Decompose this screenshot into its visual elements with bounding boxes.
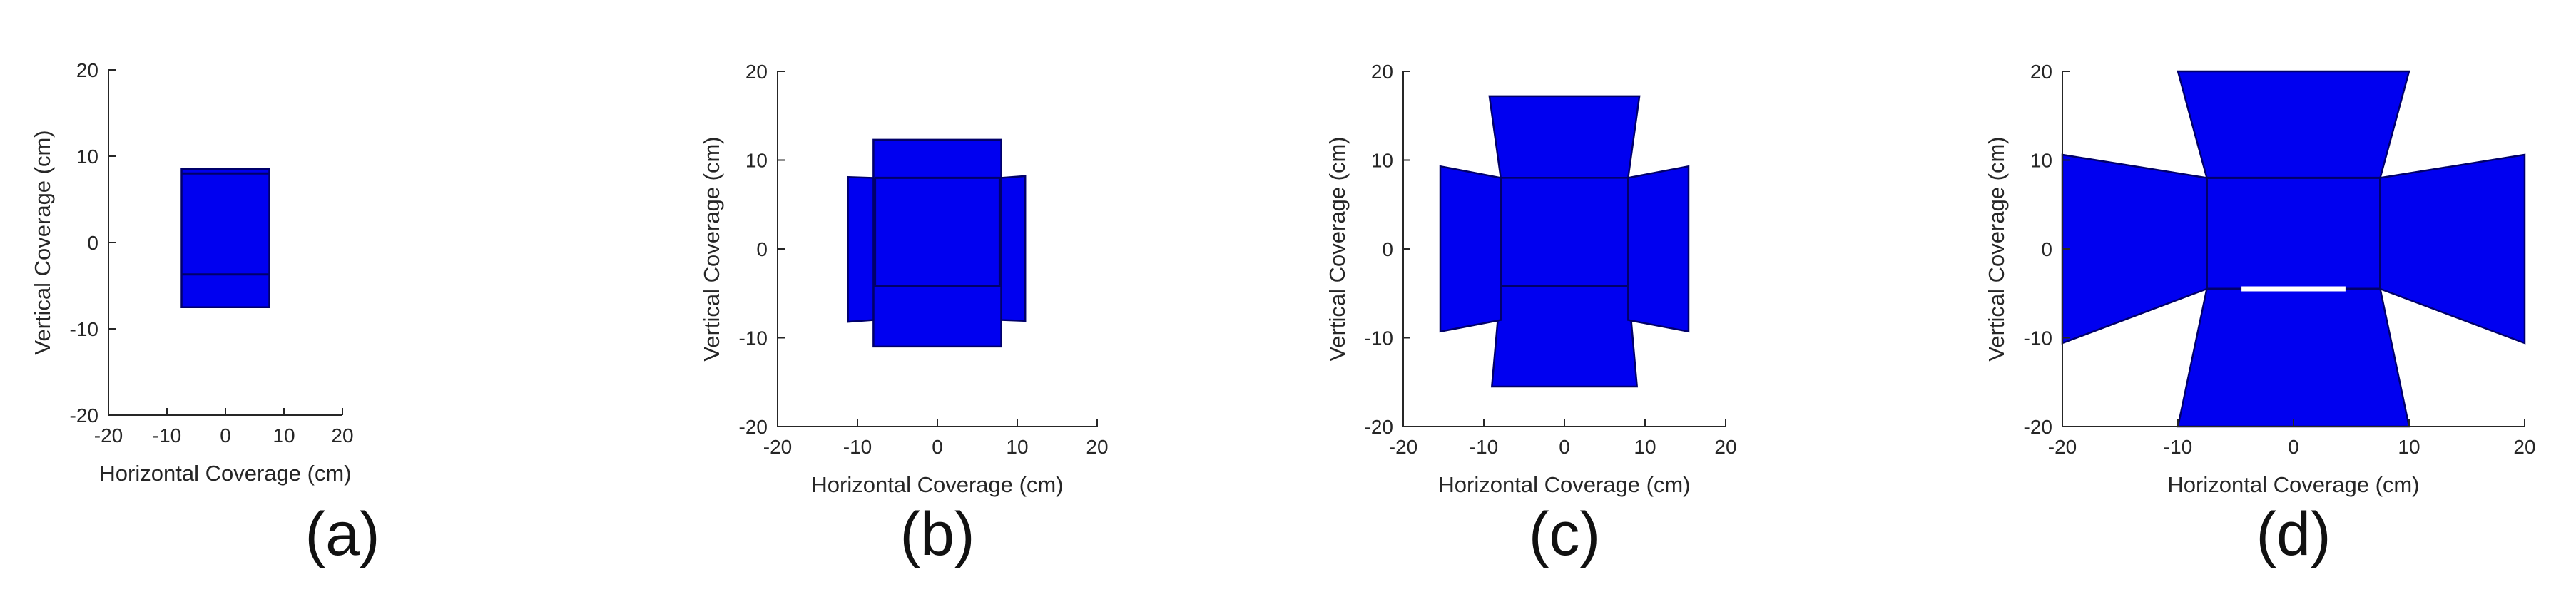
- panel-b: -20 -10 0 10 20 20 10 0 -10 -20 Horizontal Coverag…: [628, 0, 1270, 597]
- y-tick-label: -20: [1365, 416, 1393, 438]
- x-tick-label: 0: [2288, 436, 2299, 458]
- x-axis-label: Horizontal Coverage (cm): [1438, 472, 1690, 497]
- x-tick-label: 0: [932, 436, 943, 458]
- coverage-region-3: [1490, 285, 1639, 388]
- y-tick-label: -10: [2024, 327, 2052, 349]
- coverage-region-2: [1500, 177, 1629, 287]
- y-tick-label: 10: [76, 146, 98, 168]
- x-tick-label: -20: [763, 436, 792, 458]
- panel-caption-b: (b): [900, 500, 975, 568]
- y-tick-label: -20: [739, 416, 768, 438]
- coverage-region-1: [180, 168, 270, 309]
- coverage-region-4: [1439, 165, 1502, 333]
- x-axis-label: Horizontal Coverage (cm): [99, 461, 351, 486]
- y-tick-label: -10: [739, 327, 768, 349]
- x-tick-label: -20: [2048, 436, 2077, 458]
- y-tick-label: -10: [1365, 327, 1393, 349]
- y-axis-label: Vertical Coverage (cm): [1325, 136, 1350, 361]
- y-tick-label: 20: [76, 59, 98, 81]
- x-tick-label: 10: [1006, 436, 1028, 458]
- x-tick-label: 0: [1559, 436, 1570, 458]
- x-tick-label: 10: [273, 424, 295, 447]
- coverage-region-5: [2379, 153, 2526, 345]
- panel-a: -20 -10 0 10 20 20 10 0 -10 -20 Horizontal Coverag…: [0, 0, 628, 597]
- y-tick-label: -20: [70, 404, 98, 427]
- x-axis-label: Horizontal Coverage (cm): [2167, 472, 2419, 497]
- x-axis-label: Horizontal Coverage (cm): [811, 472, 1063, 497]
- x-tick-label: 20: [1714, 436, 1736, 458]
- x-tick-label: -10: [2164, 436, 2192, 458]
- coverage-edge-line-1: [2206, 176, 2381, 290]
- x-tick-label: 20: [2513, 436, 2535, 458]
- x-tick-label: -10: [843, 436, 872, 458]
- x-tick-label: 10: [2398, 436, 2420, 458]
- y-tick-label: -10: [70, 318, 98, 340]
- coverage-region-2: [847, 175, 875, 323]
- y-tick-label: 0: [87, 232, 98, 254]
- y-tick-label: -20: [2024, 416, 2052, 438]
- panel-d: -20 -10 0 10 20 20 10 0 -10 -20 Horizontal Coverag…: [1898, 0, 2576, 597]
- coverage-region-5: [1627, 165, 1690, 333]
- coverage-plot-b: -20 -10 0 10 20 20 10 0 -10 -20 Horizontal Coverag…: [699, 61, 1109, 497]
- y-tick-label: 0: [756, 238, 768, 260]
- x-tick-label: -20: [94, 424, 123, 447]
- x-tick-label: 0: [220, 424, 231, 447]
- panel-caption-a: (a): [305, 500, 380, 568]
- coverage-plot-d: -20 -10 0 10 20 20 10 0 -10 -20 Horizontal Coverag…: [1984, 61, 2536, 497]
- coverage-region-1: [2177, 70, 2410, 179]
- panel-caption-d: (d): [2256, 500, 2331, 568]
- coverage-region-1: [872, 138, 1002, 348]
- x-tick-label: -10: [1470, 436, 1498, 458]
- y-tick-label: 10: [2030, 150, 2052, 172]
- coverage-edge-line-1: [874, 176, 1001, 287]
- panel-caption-c: (c): [1528, 500, 1601, 568]
- x-tick-label: -10: [153, 424, 181, 447]
- panel-c: -20 -10 0 10 20 20 10 0 -10 -20 Horizontal Coverag…: [1270, 0, 1898, 597]
- coverage-region-3: [1000, 175, 1027, 322]
- y-axis-label: Vertical Coverage (cm): [1984, 136, 2009, 361]
- y-tick-label: 20: [2030, 61, 2052, 83]
- y-axis-label: Vertical Coverage (cm): [30, 130, 55, 354]
- coverage-region-1: [1488, 95, 1641, 179]
- y-tick-label: 20: [745, 61, 768, 83]
- y-tick-label: 10: [745, 150, 768, 172]
- x-tick-label: -20: [1389, 436, 1417, 458]
- coverage-region-4: [2061, 153, 2208, 345]
- coverage-region-2: [2206, 177, 2381, 290]
- coverage-region-3: [2177, 287, 2410, 428]
- y-tick-label: 0: [2041, 238, 2052, 260]
- y-tick-label: 0: [1382, 238, 1393, 260]
- x-tick-label: 10: [1634, 436, 1656, 458]
- y-axis-label: Vertical Coverage (cm): [699, 136, 724, 361]
- y-tick-label: 20: [1371, 61, 1393, 83]
- x-tick-label: 20: [331, 424, 353, 447]
- y-tick-label: 10: [1371, 150, 1393, 172]
- x-tick-label: 20: [1086, 436, 1108, 458]
- coverage-plot-a: -20 -10 0 10 20 20 10 0 -10 -20 Horizontal Coverag…: [30, 59, 354, 486]
- coverage-plot-c: -20 -10 0 10 20 20 10 0 -10 -20 Horizontal Coverag…: [1325, 61, 1737, 497]
